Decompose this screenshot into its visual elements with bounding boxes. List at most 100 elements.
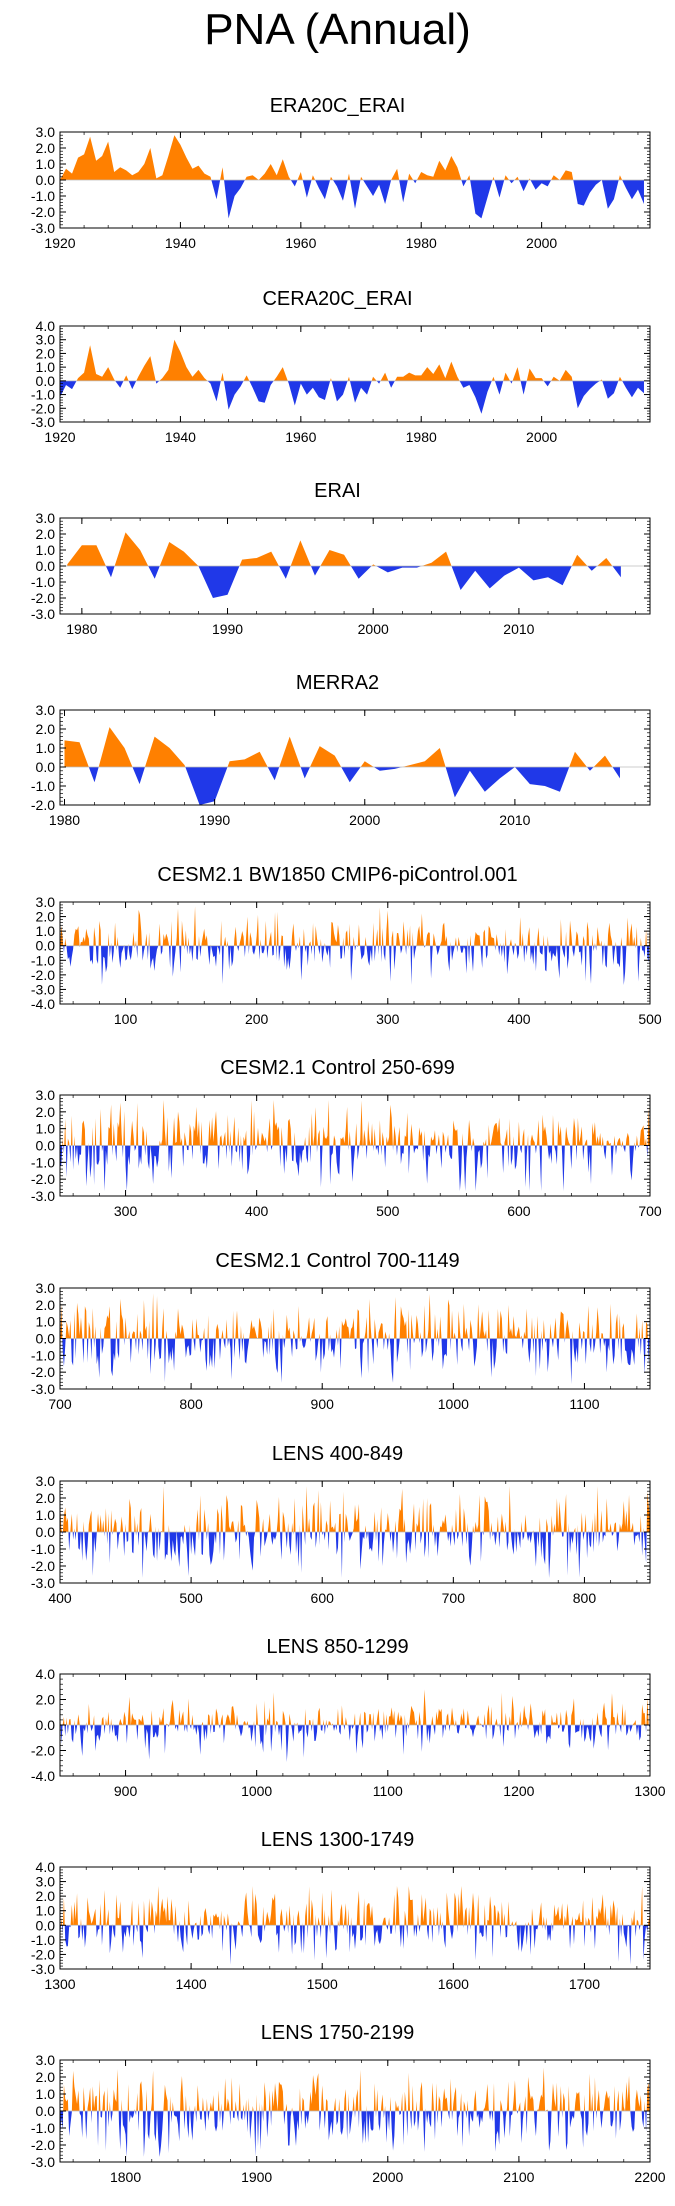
x-tick-label: 300 (376, 1011, 400, 1027)
positive-area (64, 727, 620, 767)
y-tick-label: -2.0 (31, 797, 55, 813)
y-tick-label: 3.0 (36, 1874, 56, 1890)
negative-area (60, 2111, 650, 2157)
y-tick-label: -3.0 (31, 1188, 55, 1204)
chart-title: LENS 400-849 (271, 1443, 404, 1465)
negative-area (64, 767, 620, 805)
positive-area (67, 532, 621, 566)
y-tick-label: -3.0 (31, 606, 55, 622)
chart-panel: CESM2.1 Control 700-1149 3.0 2.0 1.0 0.0 -1.0… (0, 1245, 675, 1419)
x-tick-label: 1980 (406, 235, 437, 251)
plot-frame (59, 325, 651, 423)
x-tick-label: 2000 (526, 429, 557, 445)
y-tick-label: -3.0 (31, 1961, 55, 1977)
y-tick-label: 0.0 (36, 558, 56, 574)
x-tick-label: 2000 (349, 812, 380, 828)
x-tick-label: 100 (114, 1011, 138, 1027)
chart-panel: CESM2.1 BW1850 CMIP6-piControl.001 3.0 2.0… (0, 859, 675, 1034)
y-tick-label: -1.0 (31, 574, 55, 590)
x-tick-label: 2000 (526, 235, 557, 251)
chart-panel: MERRA2 3.0 2.0 1.0 0.0 -1.0 -2.0 1980 1990 2000 20… (0, 667, 675, 835)
chart-title: LENS 1750-2199 (260, 2022, 415, 2044)
y-tick-label: -2.0 (31, 1364, 55, 1380)
y-tick-label: -2.0 (31, 1171, 55, 1187)
y-tick-label: -1.0 (31, 1154, 55, 1170)
x-tick-label: 1960 (285, 235, 316, 251)
y-tick-label: 2.0 (36, 526, 56, 542)
negative-area (60, 180, 644, 219)
y-tick-label: -2.0 (31, 967, 55, 983)
y-tick-label: 1.0 (36, 1314, 56, 1330)
x-tick-label: 200 (245, 1011, 269, 1027)
chart-title: CERA20C_ERAI (262, 288, 413, 310)
x-tick-label: 900 (311, 1396, 335, 1412)
x-tick-label: 2100 (503, 2169, 534, 2185)
y-tick-label: 2.0 (36, 1692, 56, 1708)
y-tick-label: -1.0 (31, 188, 55, 204)
negative-area (60, 1145, 650, 1191)
y-tick-label: 3.0 (36, 332, 56, 348)
positive-area (60, 2067, 650, 2111)
plot-frame (59, 709, 651, 806)
x-tick-label: 1400 (176, 1976, 207, 1992)
chart-title: LENS 850-1299 (266, 1636, 409, 1658)
chart-panel: LENS 850-1299 4.0 2.0 0.0 -2.0 -4.0 900 1000 110… (0, 1631, 675, 1806)
y-tick-label: -2.0 (31, 1743, 55, 1759)
x-tick-label: 1200 (503, 1783, 534, 1799)
x-tick-label: 1700 (569, 1976, 600, 1992)
x-tick-label: 800 (573, 1590, 597, 1606)
positive-area (60, 1885, 650, 1926)
y-tick-label: -3.0 (31, 1575, 55, 1591)
y-tick-label: 1.0 (36, 1903, 56, 1919)
y-tick-label: 2.0 (36, 2069, 56, 2085)
y-tick-label: -1.0 (31, 1541, 55, 1557)
y-tick-label: 4.0 (36, 318, 56, 334)
positive-area (60, 1100, 650, 1146)
negative-area (60, 1532, 650, 1578)
chart-title: CESM2.1 Control 700-1149 (215, 1250, 460, 1272)
positive-area (60, 1293, 650, 1339)
chart-plot: 3.02.01.00.0-1.0-2.0-3.0 1980 1990 2000 2010 (31, 510, 651, 637)
positive-area (60, 906, 650, 946)
x-tick-label: 2010 (499, 812, 530, 828)
x-tick-label: 400 (507, 1011, 531, 1027)
y-tick-label: 4.0 (36, 1666, 56, 1682)
y-tick-label: -2.0 (31, 400, 55, 416)
y-tick-label: 3.0 (36, 1087, 56, 1103)
y-tick-label: 1.0 (36, 923, 56, 939)
y-tick-label: -3.0 (31, 2154, 55, 2170)
y-tick-label: 1.0 (36, 359, 56, 375)
chart-panel: CERA20C_ERAI 4.0 3.0 2.0 1.0 0.0 -1.0 -2.0 -3.0 1… (0, 283, 675, 452)
x-tick-label: 600 (507, 1203, 531, 1219)
chart-panel: LENS 1750-2199 3.0 2.0 1.0 0.0 -1.0 -2.0 -3.0 18… (0, 2017, 675, 2192)
y-tick-label: 3.0 (36, 2052, 56, 2068)
x-tick-label: 700 (442, 1590, 466, 1606)
y-tick-label: 0.0 (36, 759, 56, 775)
x-tick-label: 800 (179, 1396, 203, 1412)
x-tick-label: 500 (376, 1203, 400, 1219)
x-tick-label: 1920 (44, 429, 75, 445)
y-tick-label: 0.0 (36, 1524, 56, 1540)
y-tick-label: 0.0 (36, 1138, 56, 1154)
positive-area (60, 135, 644, 180)
chart-title: CESM2.1 BW1850 CMIP6-piControl.001 (157, 864, 518, 886)
y-tick-label: -2.0 (31, 1558, 55, 1574)
negative-area (60, 945, 650, 986)
y-tick-label: 0.0 (36, 1717, 56, 1733)
y-tick-label: 0.0 (36, 938, 56, 954)
y-tick-label: 0.0 (36, 373, 56, 389)
y-tick-label: -3.0 (31, 414, 55, 430)
y-tick-label: 2.0 (36, 345, 56, 361)
chart-panel: ERAI 3.0 2.0 1.0 0.0 -1.0 -2.0 -3.0 1980 1990 2000… (0, 475, 675, 644)
x-tick-label: 1000 (438, 1396, 469, 1412)
y-tick-label: -1.0 (31, 1932, 55, 1948)
negative-area (60, 380, 644, 414)
y-tick-label: 2.0 (36, 140, 56, 156)
y-tick-label: -2.0 (31, 590, 55, 606)
chart-title: ERAI (314, 480, 361, 502)
y-tick-label: 4.0 (36, 1859, 56, 1875)
x-tick-label: 1980 (406, 429, 437, 445)
y-tick-label: -3.0 (31, 981, 55, 997)
